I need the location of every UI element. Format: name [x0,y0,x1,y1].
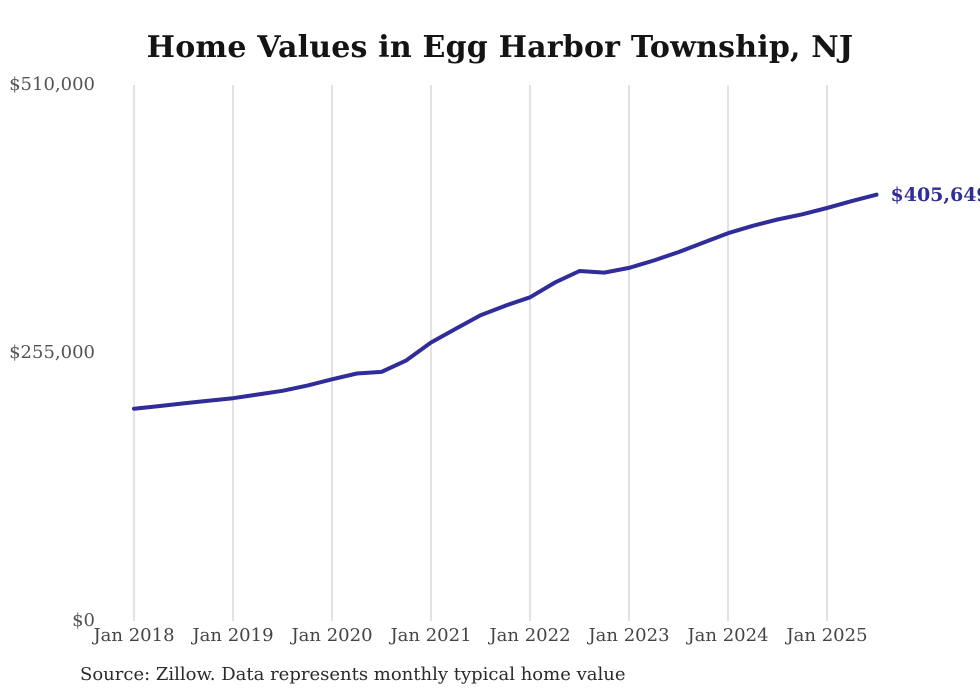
source-note: Source: Zillow. Data represents monthly … [80,664,626,685]
x-tick-label: Jan 2024 [687,625,769,646]
x-tick-label: Jan 2019 [192,625,274,646]
x-tick-label: Jan 2020 [291,625,373,646]
y-tick-label: $0 [72,610,95,631]
x-tick-label: Jan 2021 [390,625,472,646]
y-tick-label: $510,000 [9,74,95,95]
x-tick-label: Jan 2022 [489,625,571,646]
x-tick-label: Jan 2018 [93,625,175,646]
chart-title: Home Values in Egg Harbor Township, NJ [146,30,854,65]
x-tick-label: Jan 2025 [786,625,868,646]
home-value-line-series [132,192,879,411]
y-tick-label: $255,000 [9,342,95,363]
gridlines [133,85,828,621]
x-tick-label: Jan 2023 [588,625,670,646]
latest-value-label: $405,649 [890,183,980,206]
